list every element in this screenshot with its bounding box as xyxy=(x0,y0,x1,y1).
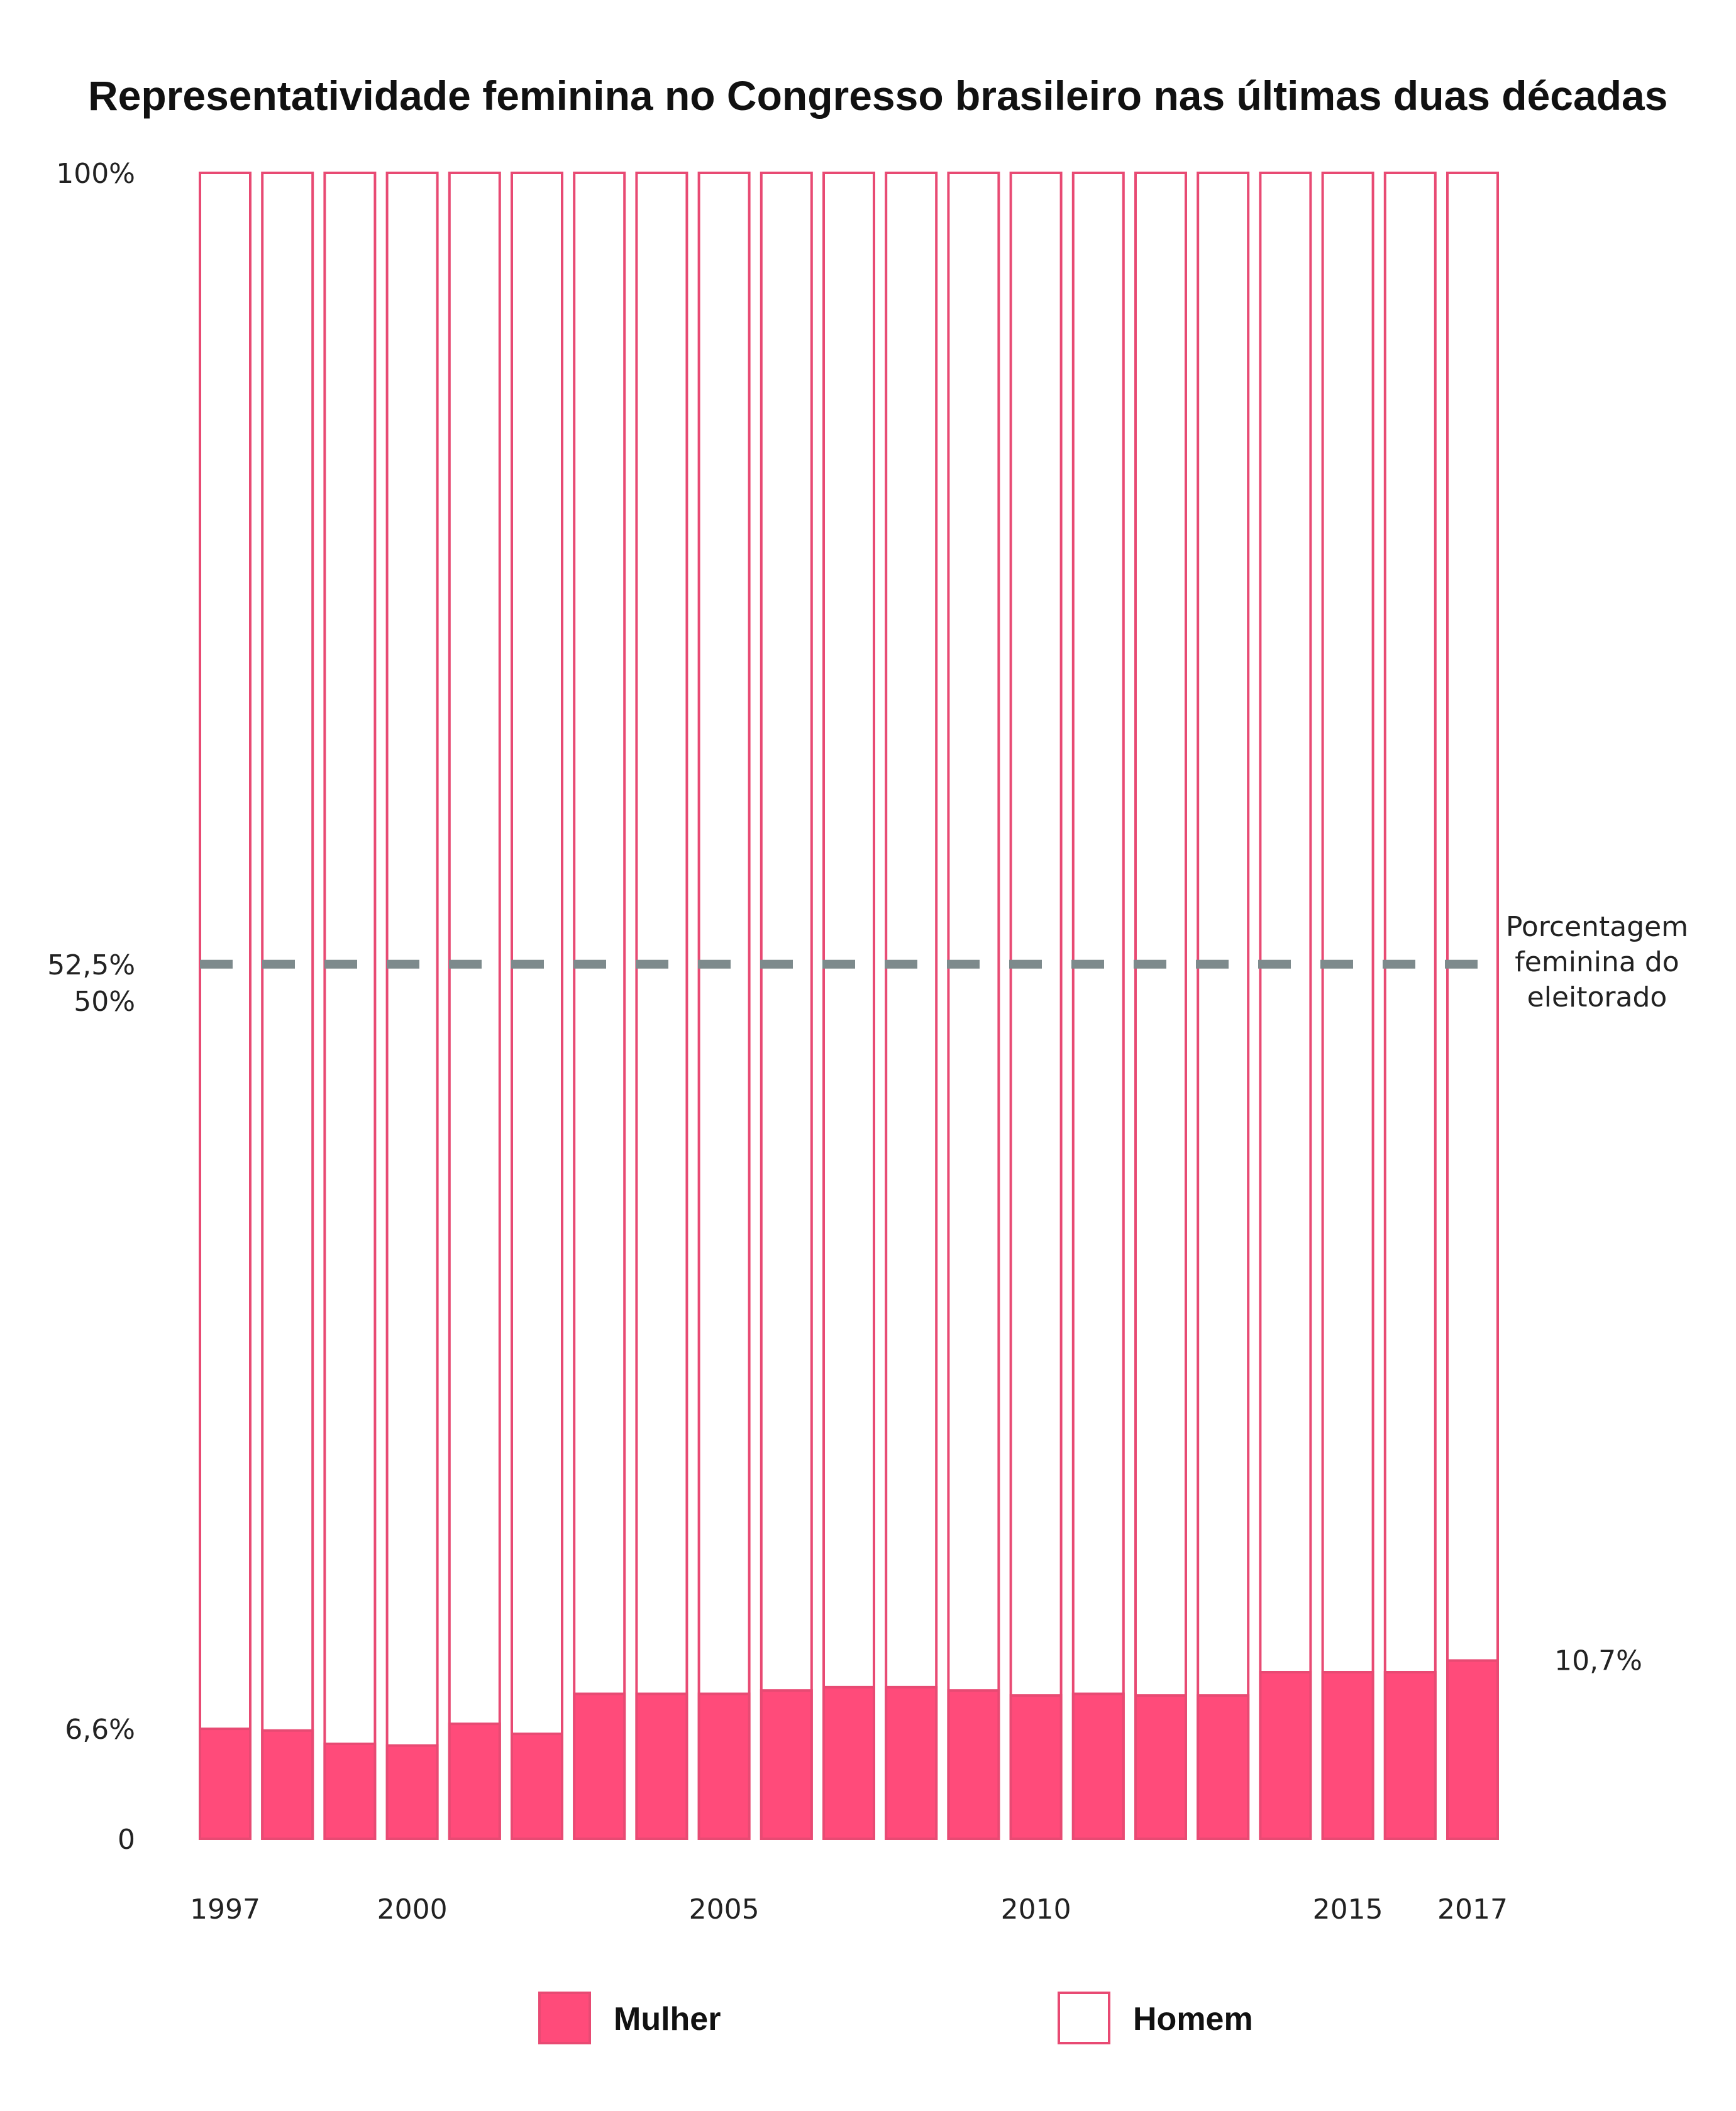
bar-homem-2015 xyxy=(1321,172,1374,1840)
bar-homem-2016 xyxy=(1383,172,1437,1840)
reference-line-label-line: feminina do xyxy=(1515,946,1679,978)
legend-swatch-homem xyxy=(1058,1992,1110,2044)
bar-mulher-2001 xyxy=(448,1722,501,1840)
bar-homem-2014 xyxy=(1259,172,1312,1840)
bar-homem-2000 xyxy=(385,172,439,1840)
bar-homem-1999 xyxy=(323,172,377,1840)
reference-line-label-line: Porcentagem xyxy=(1506,911,1688,943)
bar-mulher-1999 xyxy=(323,1742,377,1840)
reference-line-label: Porcentagem feminina do eleitorado xyxy=(1506,911,1688,1013)
bar-homem-2002 xyxy=(511,172,563,1840)
x-tick-label: 1997 xyxy=(190,1893,260,1926)
bar-homem-2004 xyxy=(635,172,688,1840)
x-tick-label: 2010 xyxy=(1001,1893,1071,1926)
bar-mulher-2017 xyxy=(1446,1659,1499,1840)
bar-mulher-2016 xyxy=(1383,1671,1437,1840)
y-tick-label: 50% xyxy=(74,986,135,1018)
bar-mulher-2007 xyxy=(822,1685,875,1841)
bar-homem-1998 xyxy=(261,172,314,1840)
x-tick-label: 2015 xyxy=(1313,1893,1383,1926)
bar-homem-2010 xyxy=(1009,172,1063,1840)
bar-homem-2012 xyxy=(1134,172,1187,1840)
x-axis-ticks: 1997 2000 2005 2010 2015 2017 xyxy=(190,1893,1508,1926)
annotations-group: 10,7% xyxy=(1554,1645,1642,1677)
bar-homem-2006 xyxy=(760,172,813,1840)
bar-mulher-2012 xyxy=(1134,1694,1187,1841)
bar-mulher-2006 xyxy=(760,1689,813,1840)
bar-homem-2013 xyxy=(1197,172,1250,1840)
bar-homem-2011 xyxy=(1071,172,1125,1840)
bar-mulher-2003 xyxy=(573,1692,626,1840)
bar-mulher-2014 xyxy=(1259,1671,1312,1840)
bar-homem-1997 xyxy=(199,172,252,1840)
bar-homem-2017 xyxy=(1446,172,1499,1840)
annotation-label: 10,7% xyxy=(1554,1645,1642,1677)
bar-homem-2007 xyxy=(822,172,875,1840)
bar-mulher-2008 xyxy=(885,1685,938,1841)
bar-mulher-1997 xyxy=(199,1728,252,1841)
y-tick-label: 52,5% xyxy=(47,949,135,981)
bar-mulher-2004 xyxy=(635,1692,688,1840)
legend-label-mulher: Mulher xyxy=(614,2001,721,2037)
bars-group xyxy=(199,172,1499,1841)
bar-mulher-2009 xyxy=(947,1689,1000,1840)
y-tick-label: 0 xyxy=(118,1824,135,1856)
reference-line-label-line: eleitorado xyxy=(1527,981,1667,1013)
reference-line-group: Porcentagem feminina do eleitorado xyxy=(200,911,1688,1013)
bar-homem-2009 xyxy=(947,172,1000,1840)
x-tick-label: 2005 xyxy=(689,1893,760,1926)
x-tick-label: 2000 xyxy=(377,1893,448,1926)
legend-label-homem: Homem xyxy=(1133,2001,1253,2037)
legend: Mulher Homem xyxy=(538,1992,1253,2044)
bar-mulher-2015 xyxy=(1321,1671,1374,1840)
chart-title: Representatividade feminina no Congresso… xyxy=(88,72,1667,119)
legend-swatch-mulher xyxy=(538,1992,591,2044)
bar-homem-2008 xyxy=(885,172,938,1840)
bar-mulher-2002 xyxy=(511,1733,563,1841)
bar-mulher-2010 xyxy=(1009,1694,1063,1841)
y-tick-label: 6,6% xyxy=(65,1714,135,1746)
bar-mulher-2013 xyxy=(1197,1694,1250,1841)
bar-homem-2001 xyxy=(448,172,501,1840)
bar-mulher-2005 xyxy=(697,1692,751,1840)
bar-homem-2005 xyxy=(697,172,751,1840)
bar-mulher-2000 xyxy=(385,1744,439,1841)
x-tick-label: 2017 xyxy=(1437,1893,1508,1926)
bar-homem-2003 xyxy=(573,172,626,1840)
bar-mulher-1998 xyxy=(261,1729,314,1840)
y-axis-ticks: 100% 52,5% 50% 6,6% 0 xyxy=(47,158,135,1856)
y-tick-label: 100% xyxy=(56,158,135,190)
bar-mulher-2011 xyxy=(1071,1692,1125,1840)
